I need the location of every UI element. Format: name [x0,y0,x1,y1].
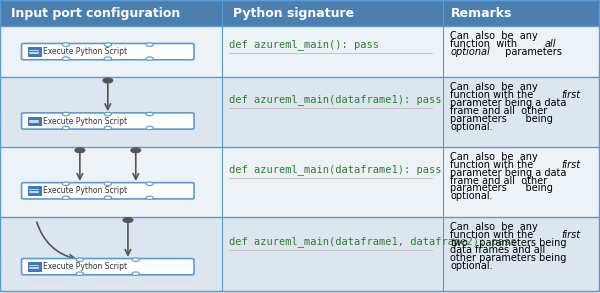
Circle shape [146,126,154,130]
Text: first: first [562,230,581,240]
Circle shape [104,182,112,185]
Circle shape [76,272,83,275]
FancyBboxPatch shape [0,0,221,26]
FancyBboxPatch shape [221,0,443,26]
FancyBboxPatch shape [28,47,41,56]
Text: Can  also  be  any: Can also be any [451,82,538,92]
Circle shape [132,258,139,261]
Text: frame and all  other: frame and all other [451,106,548,116]
Circle shape [62,182,70,185]
Text: optional.: optional. [451,122,493,132]
Text: Can  also  be  any: Can also be any [451,152,538,162]
FancyBboxPatch shape [443,147,599,217]
Circle shape [62,57,70,60]
Circle shape [104,112,112,116]
Circle shape [104,126,112,130]
Text: def azureml_main(): pass: def azureml_main(): pass [229,39,379,50]
Text: frame and all  other: frame and all other [451,176,548,185]
Text: def azureml_main(dataframe1): pass: def azureml_main(dataframe1): pass [229,94,441,105]
Text: Execute Python Script: Execute Python Script [43,186,127,195]
FancyBboxPatch shape [28,117,41,125]
Circle shape [146,112,154,116]
Text: first: first [562,160,581,170]
Circle shape [123,218,133,222]
FancyBboxPatch shape [221,147,443,217]
Circle shape [104,57,112,60]
FancyBboxPatch shape [0,77,221,147]
Text: function  with: function with [451,39,524,49]
Circle shape [62,43,70,46]
Text: data frames and all: data frames and all [451,246,545,255]
Text: parameters being: parameters being [473,238,567,248]
Text: optional: optional [451,47,490,57]
Circle shape [62,112,70,116]
Text: first: first [562,90,581,100]
Circle shape [76,258,83,261]
Text: parameter being a data: parameter being a data [451,98,567,108]
Circle shape [104,43,112,46]
Circle shape [146,196,154,200]
Circle shape [146,43,154,46]
FancyBboxPatch shape [0,147,221,217]
Text: parameters: parameters [502,47,562,57]
Circle shape [62,126,70,130]
Text: Can  also  be  any: Can also be any [451,222,538,232]
Text: def azureml_main(dataframe1): pass: def azureml_main(dataframe1): pass [229,164,441,175]
Circle shape [132,272,139,275]
Circle shape [146,57,154,60]
Text: Remarks: Remarks [451,6,512,20]
Text: Input port configuration: Input port configuration [11,6,181,20]
Text: Can  also  be  any: Can also be any [451,31,538,41]
Text: function with the: function with the [451,90,537,100]
Circle shape [104,196,112,200]
Text: optional.: optional. [451,191,493,201]
Circle shape [62,196,70,200]
FancyBboxPatch shape [28,186,41,195]
Circle shape [131,148,140,153]
Text: other parameters being: other parameters being [451,253,567,263]
Text: optional.: optional. [451,261,493,271]
Text: two: two [451,238,468,248]
FancyBboxPatch shape [22,43,194,60]
Circle shape [103,78,113,83]
Text: Execute Python Script: Execute Python Script [43,47,127,56]
Text: function with the: function with the [451,160,537,170]
Text: Python signature: Python signature [233,6,354,20]
FancyBboxPatch shape [28,262,41,271]
FancyBboxPatch shape [0,217,221,293]
FancyBboxPatch shape [221,77,443,147]
Text: parameter being a data: parameter being a data [451,168,567,178]
FancyBboxPatch shape [22,183,194,199]
Text: parameters      being: parameters being [451,114,553,124]
FancyBboxPatch shape [0,26,221,77]
Text: Execute Python Script: Execute Python Script [43,262,127,271]
Circle shape [146,182,154,185]
Circle shape [75,148,85,153]
FancyBboxPatch shape [221,217,443,293]
FancyBboxPatch shape [443,26,599,77]
FancyBboxPatch shape [443,217,599,293]
Text: def azureml_main(dataframe1, dataframe2): pass: def azureml_main(dataframe1, dataframe2)… [229,236,516,247]
Text: all: all [545,39,556,49]
FancyBboxPatch shape [22,258,194,275]
FancyBboxPatch shape [22,113,194,129]
Text: function with the: function with the [451,230,537,240]
FancyBboxPatch shape [221,26,443,77]
FancyBboxPatch shape [443,77,599,147]
Text: parameters      being: parameters being [451,183,553,193]
FancyBboxPatch shape [443,0,599,26]
Text: Execute Python Script: Execute Python Script [43,117,127,125]
